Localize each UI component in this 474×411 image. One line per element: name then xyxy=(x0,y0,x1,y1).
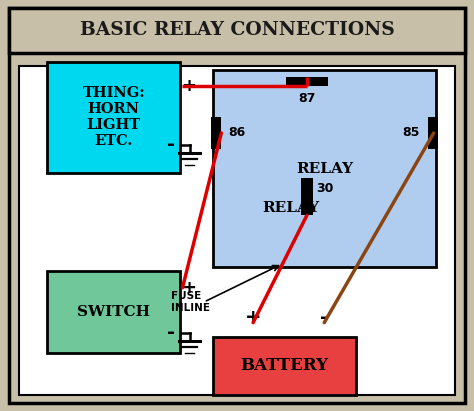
Text: -: - xyxy=(320,308,328,327)
Text: +: + xyxy=(181,279,196,297)
Text: 85: 85 xyxy=(402,127,419,139)
Text: +: + xyxy=(181,77,196,95)
Bar xyxy=(47,271,180,353)
Bar xyxy=(19,66,455,395)
Bar xyxy=(285,77,328,86)
Text: BASIC RELAY CONNECTIONS: BASIC RELAY CONNECTIONS xyxy=(80,21,394,39)
Bar xyxy=(211,117,221,150)
Text: RELAY: RELAY xyxy=(296,162,353,175)
Text: 30: 30 xyxy=(316,182,334,196)
Bar xyxy=(213,70,436,267)
Text: RELAY: RELAY xyxy=(262,201,319,215)
Bar xyxy=(213,337,356,395)
Text: 86: 86 xyxy=(228,127,246,139)
Text: SWITCH: SWITCH xyxy=(77,305,150,319)
Text: 87: 87 xyxy=(298,92,316,106)
Text: -: - xyxy=(167,323,174,342)
Bar xyxy=(47,62,180,173)
Text: +: + xyxy=(245,308,261,327)
Bar xyxy=(9,8,465,53)
Bar xyxy=(301,178,312,215)
Text: -: - xyxy=(167,135,174,155)
Text: BATTERY: BATTERY xyxy=(240,357,328,374)
Text: THING:
HORN
LIGHT
ETC.: THING: HORN LIGHT ETC. xyxy=(82,86,145,148)
Text: FUSE
INLINE: FUSE INLINE xyxy=(171,291,210,313)
Bar xyxy=(428,117,438,150)
